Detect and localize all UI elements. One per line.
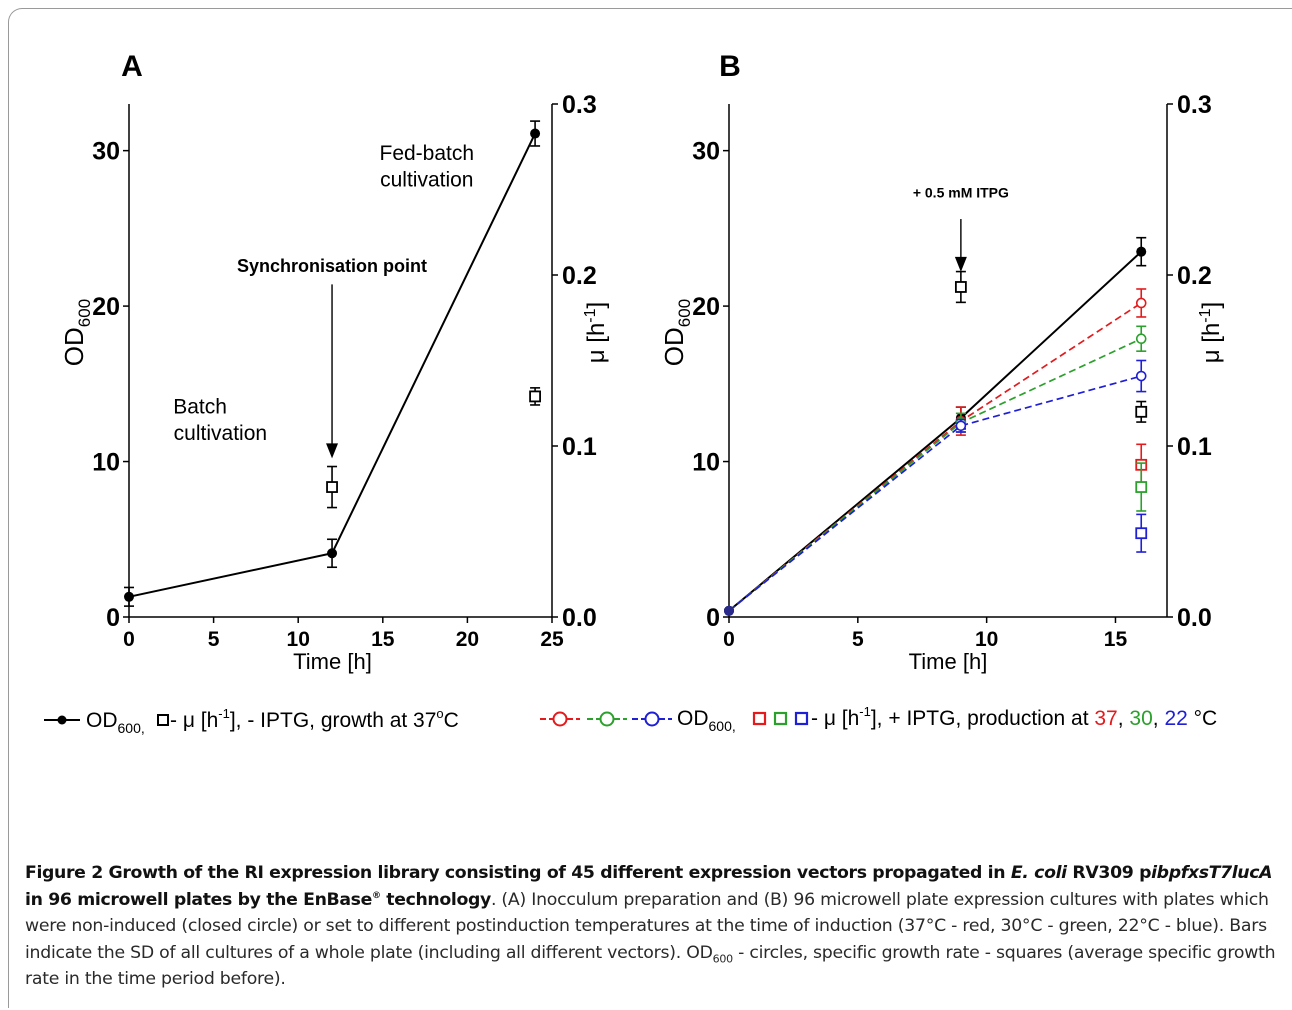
- figure-caption: Figure 2 Growth of the RI expression lib…: [25, 860, 1277, 993]
- x-axis-label-b: Time [h]: [909, 649, 988, 674]
- legend-right-markers: [540, 711, 672, 727]
- y-tick-label-a: 10: [92, 449, 120, 477]
- annotation-a: cultivation: [380, 168, 473, 191]
- x-tick-label-a: 5: [208, 628, 220, 651]
- legend-mu-marker-blue: [794, 711, 809, 726]
- x-tick-label-a: 15: [371, 628, 395, 651]
- y-tick-label-a: 0: [106, 604, 120, 632]
- annotation-b: + 0.5 mM ITPG: [913, 184, 1009, 200]
- y2-tick-label-b: 0.2: [1177, 262, 1212, 290]
- od-line-red-b: [728, 302, 1142, 612]
- x-tick-label-a: 0: [123, 628, 135, 651]
- chart-panel-a: 0 5 10 15 20 25 0 10 20 30 0.0 0.1 0.2 0.3 Time [h] OD6…: [59, 91, 610, 674]
- legend-left-od: OD600,: [86, 709, 145, 736]
- caption-bold-italic-2: ibpfxsT7lucA: [1151, 863, 1273, 883]
- caption-text-2: - circles, specific growth rate - square…: [25, 942, 1276, 990]
- legend-mu-marker-red: [752, 711, 767, 726]
- caption-bold-italic-1: E. coli: [1010, 863, 1067, 883]
- y2-axis-label-b: μ [h-1]: [1197, 302, 1225, 363]
- caption-bold-2: RV309 p: [1066, 863, 1152, 883]
- caption-registered-mark: ®: [371, 890, 381, 901]
- caption-text-1: . (A) Inocculum preparation and (B) 96 m…: [25, 889, 1269, 963]
- legend-od-marker-black: [57, 715, 67, 725]
- od-point-black-b: [1136, 246, 1147, 257]
- legend-od-marker-red: [552, 711, 568, 727]
- panel-label-b: B: [719, 50, 741, 83]
- legend-od-marker-green: [599, 711, 615, 727]
- y-tick-label-b: 10: [692, 449, 720, 477]
- y2-tick-label-b: 0.1: [1177, 433, 1212, 461]
- y-axis-label-b: OD600: [659, 299, 694, 366]
- od-point-red-b: [1135, 297, 1147, 309]
- mu-point-green-b: [1135, 481, 1148, 493]
- y2-tick-label-b: 0.0: [1177, 604, 1212, 632]
- arrow-head-b: [954, 256, 967, 272]
- x-tick-label-b: 5: [852, 628, 864, 651]
- legend: OD600, - μ [h-1], - IPTG, growth at 37oC…: [44, 704, 1217, 736]
- y-tick-label-b: 0: [706, 604, 720, 632]
- arrow-head-a: [326, 443, 339, 459]
- annotation-a: cultivation: [174, 422, 267, 445]
- legend-mu-marker-green: [773, 711, 788, 726]
- y2-tick-label-a: 0.2: [562, 262, 597, 290]
- mu-point-black-b: [954, 281, 967, 293]
- y-tick-label-b: 20: [692, 293, 720, 321]
- chart-panel-b: 0 5 10 15 0 10 20 30 0.0 0.1 0.2 0.3 Time [h] OD600 μ …: [659, 91, 1225, 674]
- y-tick-label-a: 20: [92, 293, 120, 321]
- od-line-black-b: [728, 250, 1142, 612]
- od-point-black-a: [327, 548, 338, 559]
- x-tick-label-a: 20: [456, 628, 479, 651]
- legend-od-marker-blue: [644, 711, 660, 727]
- od-point-blue-b: [1135, 370, 1147, 382]
- y2-tick-label-a: 0.0: [562, 604, 597, 632]
- figure-frame: [8, 8, 1292, 1008]
- y2-tick-label-a: 0.1: [562, 433, 597, 461]
- od-point-black-a: [124, 591, 134, 602]
- od-line-blue-b: [728, 375, 1142, 612]
- x-tick-label-b: 10: [975, 628, 998, 651]
- legend-mu-marker-black: [157, 714, 169, 726]
- mu-point-black-b: [1135, 405, 1148, 418]
- mu-point-black-a: [326, 481, 338, 493]
- od-point-blue-b: [724, 605, 734, 616]
- od-point-black-a: [530, 128, 541, 139]
- annotation-a: Batch: [173, 395, 227, 418]
- x-axis-label-a: Time [h]: [293, 649, 372, 674]
- annotation-a: Fed-batch: [380, 142, 475, 165]
- caption-subscript: 600: [712, 951, 734, 965]
- od-point-green-b: [1135, 333, 1147, 345]
- annotation-a: Synchronisation point: [237, 256, 427, 276]
- x-tick-label-b: 15: [1104, 628, 1128, 651]
- figure-plots: A B 0 5 10 15 20 25 0 10 20 30 0.0 0.1 0.2 0.3 Time [h…: [44, 50, 1225, 736]
- legend-right-od: OD600,: [677, 707, 736, 734]
- legend-right-text: - μ [h-1], + IPTG, production at 37, 30,…: [811, 704, 1217, 730]
- caption-bold-3: in 96 microwell plates by the EnBase: [25, 889, 372, 910]
- panel-label-a: A: [121, 50, 143, 83]
- y-axis-label-a: OD600: [59, 299, 94, 366]
- y-tick-label-a: 30: [92, 138, 120, 166]
- od-line-green-b: [728, 337, 1142, 612]
- y2-axis-label-a: μ [h-1]: [582, 302, 610, 363]
- mu-point-blue-b: [1135, 527, 1148, 540]
- x-tick-label-a: 25: [540, 628, 564, 651]
- y-tick-label-b: 30: [692, 138, 720, 166]
- x-tick-label-a: 10: [287, 628, 310, 651]
- od-point-blue-b: [955, 420, 967, 432]
- caption-bold-1: Figure 2 Growth of the RI expression lib…: [25, 863, 1011, 883]
- mu-point-black-a: [529, 390, 541, 403]
- y2-tick-label-b: 0.3: [1177, 91, 1212, 119]
- x-tick-label-b: 0: [723, 628, 735, 651]
- y2-tick-label-a: 0.3: [562, 91, 597, 119]
- caption-bold-4: technology: [380, 889, 491, 910]
- legend-left-text: - μ [h-1], - IPTG, growth at 37oC: [170, 706, 459, 732]
